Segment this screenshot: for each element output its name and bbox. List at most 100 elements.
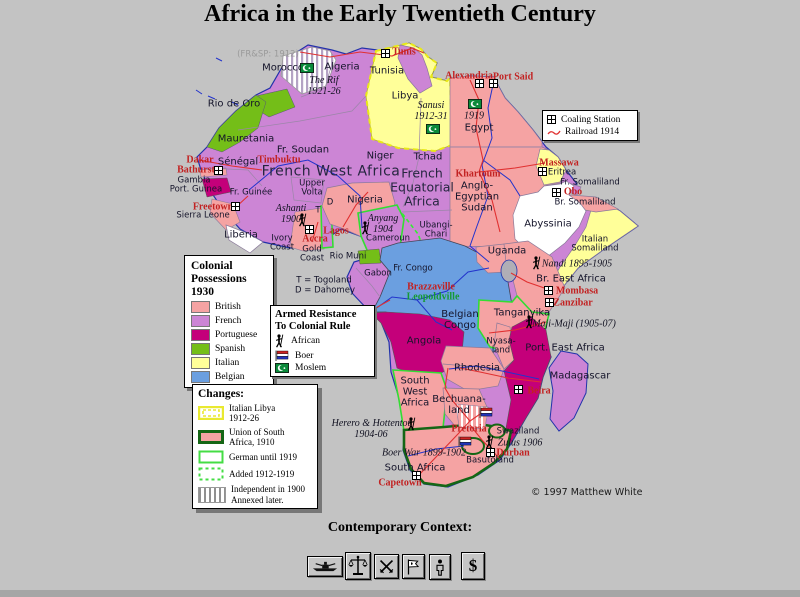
map-label-angola: Angola xyxy=(406,335,442,347)
region-libya-change-border xyxy=(364,41,454,153)
region-port-guinea xyxy=(201,177,232,198)
boer-flag-icon xyxy=(479,407,493,419)
coaling-station-icon xyxy=(552,188,561,197)
german-until-1919-swatch xyxy=(198,450,224,464)
map-label-upper-volta: Upper Volta xyxy=(299,178,325,198)
union-south-africa-swatch xyxy=(198,430,224,445)
coaling-station-icon xyxy=(412,471,421,480)
african-warrior-icon xyxy=(275,334,284,349)
map-label-dahomey-d: D xyxy=(326,197,334,208)
boer-flag-icon xyxy=(275,350,289,362)
changes-legend: Changes: Italian Libya 1912-26 Union of … xyxy=(192,384,318,510)
map-label-senegal: Sénégal xyxy=(217,156,259,168)
coaling-station-icon xyxy=(544,286,553,295)
map-label-rio-muni: Rio Muni xyxy=(329,251,367,262)
moslem-flag-icon xyxy=(468,99,482,109)
map-label-gold-coast: Gold Coast xyxy=(299,244,325,264)
region-nyasaland xyxy=(493,322,515,370)
country-borders xyxy=(206,59,542,298)
railroad-icon xyxy=(547,130,561,135)
region-eritrea xyxy=(535,148,567,186)
flag-icon xyxy=(407,559,420,574)
context-button-crossed-swords[interactable] xyxy=(374,554,399,579)
colonial-possessions-legend: Colonial Possessions 1930 British French… xyxy=(184,255,274,388)
bottom-strip xyxy=(0,590,800,597)
changes-legend-title: Changes: xyxy=(198,388,245,400)
legend-label-british: British xyxy=(215,301,241,312)
map-label-ubangi-chari: Ubangi- Chari xyxy=(419,220,453,240)
map-label-zanzibar: Zanzibar xyxy=(553,297,593,309)
coaling-station-icon xyxy=(547,115,556,124)
map-label-port-guinea: Port. Guinea xyxy=(169,184,223,195)
railroads xyxy=(198,47,554,478)
map-label-boer-war: Boer War 1899-1902 xyxy=(381,447,467,459)
changes-label-italian-libya: Italian Libya 1912-26 xyxy=(229,403,276,424)
changes-label-union: Union of South Africa, 1910 xyxy=(229,426,285,448)
legend-label-french: French xyxy=(215,315,242,326)
context-button-scales[interactable] xyxy=(345,552,371,580)
map-label-beira: Beira xyxy=(527,385,551,397)
map-label-maji-maji: Maji-Maji (1905-07) xyxy=(532,318,616,330)
map-label-belgian-congo: Belgian Congo xyxy=(441,309,479,331)
map-label-port-said: Port Said xyxy=(492,71,534,83)
color-swatch-spanish xyxy=(191,342,210,355)
map-label-tchad: Tchad xyxy=(413,151,443,163)
context-button-flag[interactable] xyxy=(402,554,425,579)
color-swatch-british xyxy=(191,300,210,313)
region-rio-de-oro xyxy=(206,94,267,153)
region-madagascar xyxy=(548,350,589,432)
map-label-fr-soudan: Fr. Soudan xyxy=(276,144,330,156)
color-swatch-french xyxy=(191,314,210,327)
context-button-person[interactable] xyxy=(429,554,451,580)
map-label-nyasaland: Nyasa- land xyxy=(486,336,516,356)
map-label-south-africa: South Africa xyxy=(384,462,446,474)
contemporary-context-heading: Contemporary Context: xyxy=(327,520,473,535)
coaling-station-icon xyxy=(475,79,484,88)
map-label-massawa: Massawa xyxy=(539,157,579,169)
map-label-freetown: Freetown xyxy=(192,201,234,213)
map-label-br-east-africa: Br. East Africa xyxy=(536,273,606,285)
changes-label-independent: Independent in 1900 Annexed later. xyxy=(231,484,305,505)
map-label-libya: Libya xyxy=(391,90,419,102)
map-label-french-equatorial-africa: French Equatorial Africa xyxy=(390,165,454,208)
african-warrior-icon xyxy=(361,221,370,235)
map-label-timbuktu: Timbuktu xyxy=(257,154,301,166)
african-warrior-icon xyxy=(532,256,541,270)
map-label-khartoum: Khartoum xyxy=(455,168,501,180)
railroad-label: Railroad 1914 xyxy=(565,127,620,137)
map-label-uganda: Uganda xyxy=(487,245,527,257)
scales-icon xyxy=(348,555,368,575)
map-label-dakar: Dakar xyxy=(186,154,214,166)
map-label-bechuanaland: Bechuana- land xyxy=(432,394,486,416)
map-label-tunis: Tunis xyxy=(392,46,416,58)
map-label-nandi: Nandi 1895-1905 xyxy=(541,258,613,270)
person-icon xyxy=(436,559,444,576)
map-label-gambia: Gambia xyxy=(177,175,211,186)
map-label-mauretania: Mauretania xyxy=(217,133,275,145)
map-label-pretoria: Pretoria xyxy=(451,423,487,435)
map-label-herero: Herero & Hottentot 1904-06 xyxy=(331,418,411,440)
map-label-brazzaville: Brazzaville xyxy=(407,281,455,293)
map-label-obo: Obo xyxy=(563,186,583,198)
map-label-madagascar: Madagascar xyxy=(549,370,611,382)
map-label-zulus: Zulus 1906 xyxy=(497,437,543,449)
context-button-warship[interactable] xyxy=(307,556,343,577)
coaling-station-icon xyxy=(538,167,547,176)
colonial-legend-title: Colonial Possessions 1930 xyxy=(191,260,247,298)
map-label-br-somaliland: Br. Somaliland xyxy=(554,197,616,208)
map-label-capetown: Capetown xyxy=(378,477,422,489)
moslem-flag-icon xyxy=(275,363,289,374)
coaling-station-label: Coaling Station xyxy=(561,115,621,125)
color-swatch-portuguese xyxy=(191,328,210,341)
map-label-rif: The Rif 1921-26 xyxy=(307,75,341,97)
legend-label-italian: Italian xyxy=(215,357,240,368)
boer-flag-icon xyxy=(458,436,472,448)
map-label-accra: Accra xyxy=(302,233,328,245)
map-label-fr-somaliland: Fr. Somaliland xyxy=(560,177,620,188)
context-button-dollar[interactable]: $ xyxy=(461,552,485,580)
map-label-nigeria: Nigeria xyxy=(347,194,383,206)
region-liberia xyxy=(225,224,264,254)
color-swatch-italian xyxy=(191,356,210,369)
